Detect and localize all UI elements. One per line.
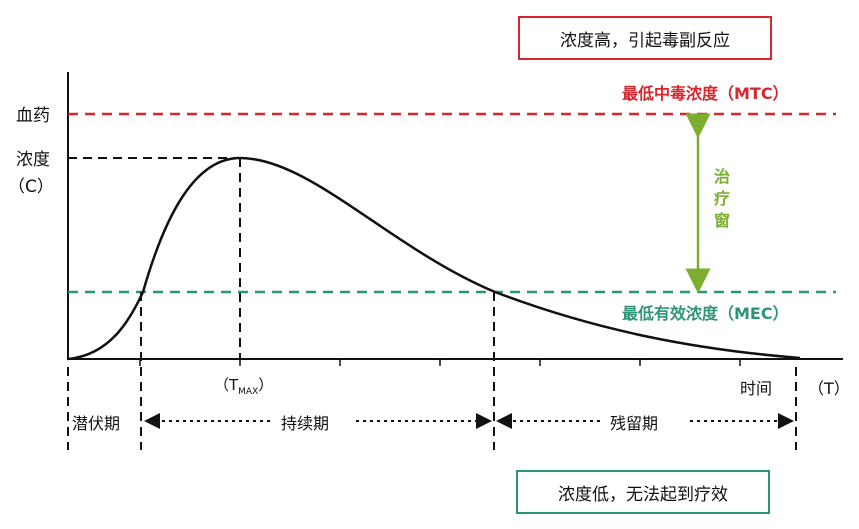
time-label: 时间	[740, 379, 773, 398]
tmax-prefix: （T	[214, 376, 239, 394]
high-concentration-box: 浓度高，引起毒副反应	[518, 16, 772, 60]
tmax-subscript: MAX	[238, 387, 259, 397]
time-unit-label: （T）	[808, 379, 850, 398]
y-axis-label-line3: （C）	[8, 177, 54, 197]
residual-phase-label: 残留期	[604, 410, 665, 434]
mec-label: 最低有效浓度（MEC）	[622, 304, 789, 323]
y-axis-label-line1: 血药	[16, 106, 50, 126]
phase-separators	[67, 292, 797, 450]
low-concentration-box: 浓度低，无法起到疗效	[516, 470, 770, 514]
y-axis-label-line2: 浓度	[16, 150, 50, 170]
therapeutic-window-label: 治疗窗	[711, 168, 730, 234]
duration-phase-label: 持续期	[275, 410, 336, 434]
concentration-curve	[67, 156, 801, 361]
tmax-suffix: ）	[258, 376, 274, 394]
x-axis-ticks	[139, 359, 741, 366]
mtc-label: 最低中毒浓度（MTC）	[622, 84, 789, 103]
latent-phase-label: 潜伏期	[72, 414, 121, 433]
tmax-label: （TMAX）	[214, 374, 273, 397]
